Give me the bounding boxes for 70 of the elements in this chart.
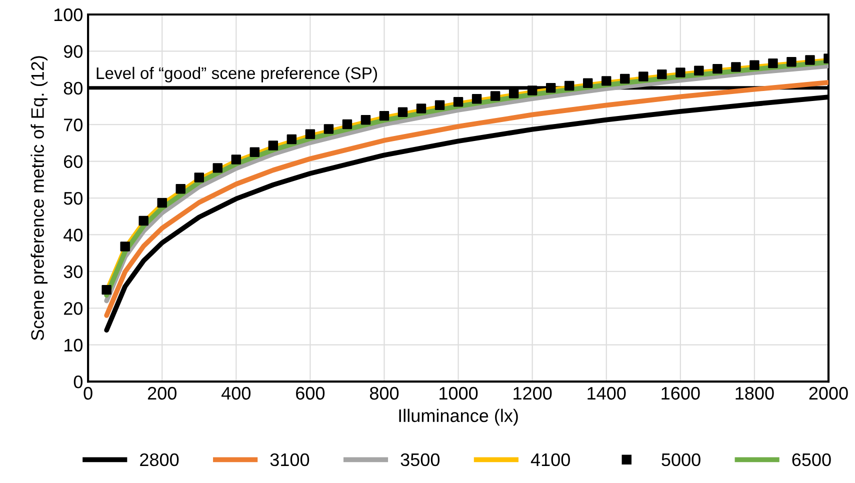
- legend-label: 3100: [270, 453, 310, 466]
- point: [582, 78, 593, 88]
- point: [527, 86, 538, 96]
- legend-label: 4100: [530, 453, 570, 466]
- x-tick-label: 800: [370, 386, 399, 400]
- point: [102, 284, 112, 295]
- point: [731, 62, 741, 72]
- x-tick-label: 200: [148, 386, 176, 400]
- y-tick-label: 60: [64, 155, 82, 168]
- point: [360, 114, 371, 125]
- point: [416, 104, 426, 114]
- point: [657, 69, 667, 80]
- point: [508, 88, 519, 98]
- point: [602, 76, 612, 86]
- point: [324, 124, 334, 134]
- y-tick-label: 80: [64, 82, 82, 95]
- point: [490, 91, 500, 101]
- point: [286, 134, 297, 144]
- ref-line-label: Level of “good” scene preference (SP): [96, 66, 377, 82]
- x-tick-label: 400: [222, 386, 251, 400]
- point: [786, 56, 796, 67]
- y-tick-label: 0: [74, 376, 82, 388]
- y-tick-label: 100: [54, 8, 82, 22]
- x-tick-label: 1800: [736, 386, 774, 400]
- point: [472, 94, 482, 104]
- legend-label: 5000: [662, 453, 700, 466]
- point: [379, 110, 390, 121]
- point: [620, 74, 630, 84]
- y-tick-label: 30: [64, 265, 82, 278]
- legend-label: 2800: [140, 453, 179, 466]
- x-tick-label: 1000: [440, 386, 478, 400]
- point: [750, 60, 760, 70]
- point: [564, 80, 574, 91]
- point: [434, 100, 445, 110]
- y-tick-label: 70: [64, 118, 82, 132]
- x-tick-label: 1600: [662, 386, 700, 400]
- point: [194, 172, 204, 182]
- x-axis-title: Illuminance (lx): [399, 408, 518, 426]
- y-tick-label: 40: [64, 228, 82, 242]
- point: [805, 55, 815, 65]
- y-tick-label: 20: [64, 302, 82, 315]
- point: [138, 216, 148, 226]
- y-tick-label: 50: [64, 192, 82, 205]
- point: [712, 64, 722, 74]
- x-tick-label: 600: [296, 386, 325, 400]
- point: [398, 107, 408, 117]
- point: [546, 83, 556, 93]
- point: [305, 129, 316, 140]
- x-tick-label: 2000: [809, 386, 848, 400]
- x-tick-label: 0: [84, 386, 92, 400]
- point: [342, 119, 352, 130]
- point: [250, 147, 260, 158]
- point: [453, 96, 464, 107]
- point: [157, 198, 167, 208]
- point: [268, 140, 278, 150]
- point: [694, 66, 704, 76]
- y-axis-title: Scene preference metric of Eq. (12): [30, 56, 48, 340]
- point: [120, 242, 130, 252]
- point: [676, 68, 686, 78]
- legend-label: 6500: [792, 453, 831, 466]
- y-tick-label: 90: [64, 45, 82, 58]
- point: [638, 72, 648, 82]
- legend-label: 3500: [400, 453, 440, 466]
- y-tick-label: 10: [64, 338, 82, 352]
- x-tick-label: 1400: [588, 386, 626, 400]
- point: [212, 163, 222, 173]
- point: [176, 184, 186, 194]
- point: [231, 154, 242, 164]
- point: [768, 58, 778, 68]
- x-tick-label: 1200: [514, 386, 552, 400]
